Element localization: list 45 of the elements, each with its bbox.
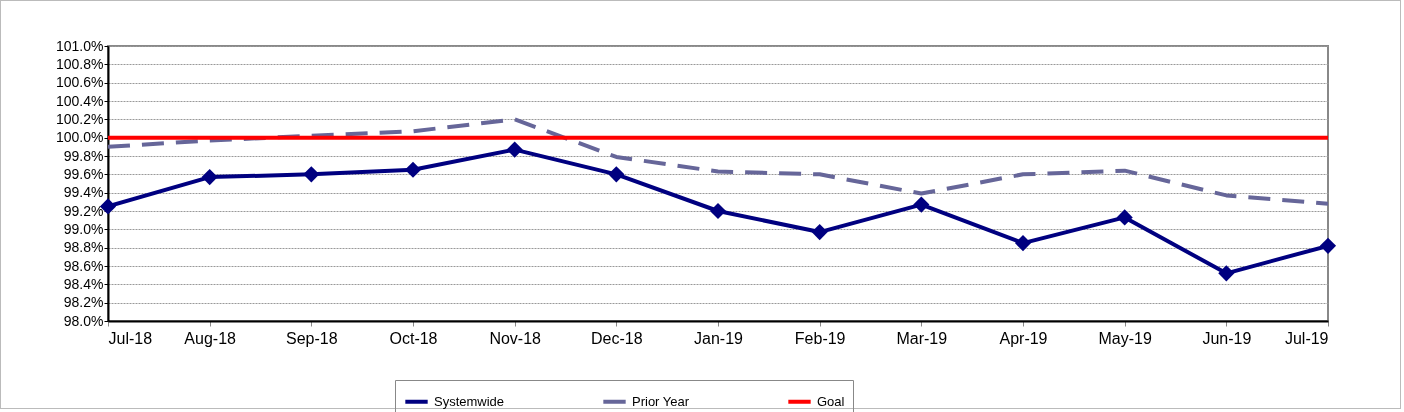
y-tick-label: 98.2%: [63, 294, 104, 311]
legend-label: Prior Year: [632, 393, 690, 409]
x-tick-label: Jun-19: [1202, 329, 1252, 347]
y-tick-label: 100.8%: [56, 55, 104, 72]
x-tick-label: Aug-18: [184, 329, 237, 347]
point: [303, 166, 320, 183]
y-tick-label: 100.4%: [56, 92, 104, 109]
y-tick-label: 99.2%: [63, 202, 104, 219]
point: [913, 196, 930, 213]
x-tick-label: Mar-19: [896, 329, 948, 347]
x-tick-label: May-19: [1098, 329, 1152, 347]
y-tick-label: 98.4%: [63, 275, 104, 292]
y-tick-label: 99.4%: [63, 184, 104, 201]
x-tick-label: Nov-18: [489, 329, 542, 347]
y-tick-label: 99.6%: [63, 165, 104, 182]
legend-label: Systemwide: [434, 393, 505, 409]
y-tick-label: 98.0%: [63, 312, 104, 329]
y-tick-label: 101.0%: [56, 37, 104, 54]
point: [201, 169, 218, 186]
point: [1319, 237, 1337, 254]
y-tick-label: 100.6%: [56, 74, 104, 91]
x-tick-label: Jul-18: [108, 329, 153, 347]
point: [608, 166, 625, 183]
y-tick-label: 100.2%: [56, 110, 104, 127]
line-series: [108, 117, 1328, 206]
y-tick-label: 98.8%: [63, 239, 104, 256]
y-tick-label: 98.6%: [63, 257, 104, 274]
x-tick-label: Sep-18: [286, 329, 338, 347]
x-tick-label: Jan-19: [694, 329, 744, 347]
legend-label: Goal: [817, 393, 845, 409]
y-tick-label: 99.8%: [63, 147, 104, 164]
point: [811, 224, 828, 241]
y-tick-label: 99.0%: [63, 220, 104, 237]
point: [1218, 265, 1235, 282]
point: [709, 202, 727, 220]
point: [404, 161, 422, 178]
x-tick-label: Apr-19: [999, 329, 1048, 347]
x-tick-label: Jul-19: [1284, 329, 1329, 347]
x-tick-label: Feb-19: [794, 329, 846, 347]
x-tick-label: Oct-18: [389, 329, 438, 347]
y-tick-label: 100.0%: [56, 129, 104, 146]
point: [506, 141, 523, 158]
point: [1014, 235, 1032, 252]
point: [1116, 209, 1133, 226]
x-tick-label: Dec-18: [591, 329, 643, 347]
